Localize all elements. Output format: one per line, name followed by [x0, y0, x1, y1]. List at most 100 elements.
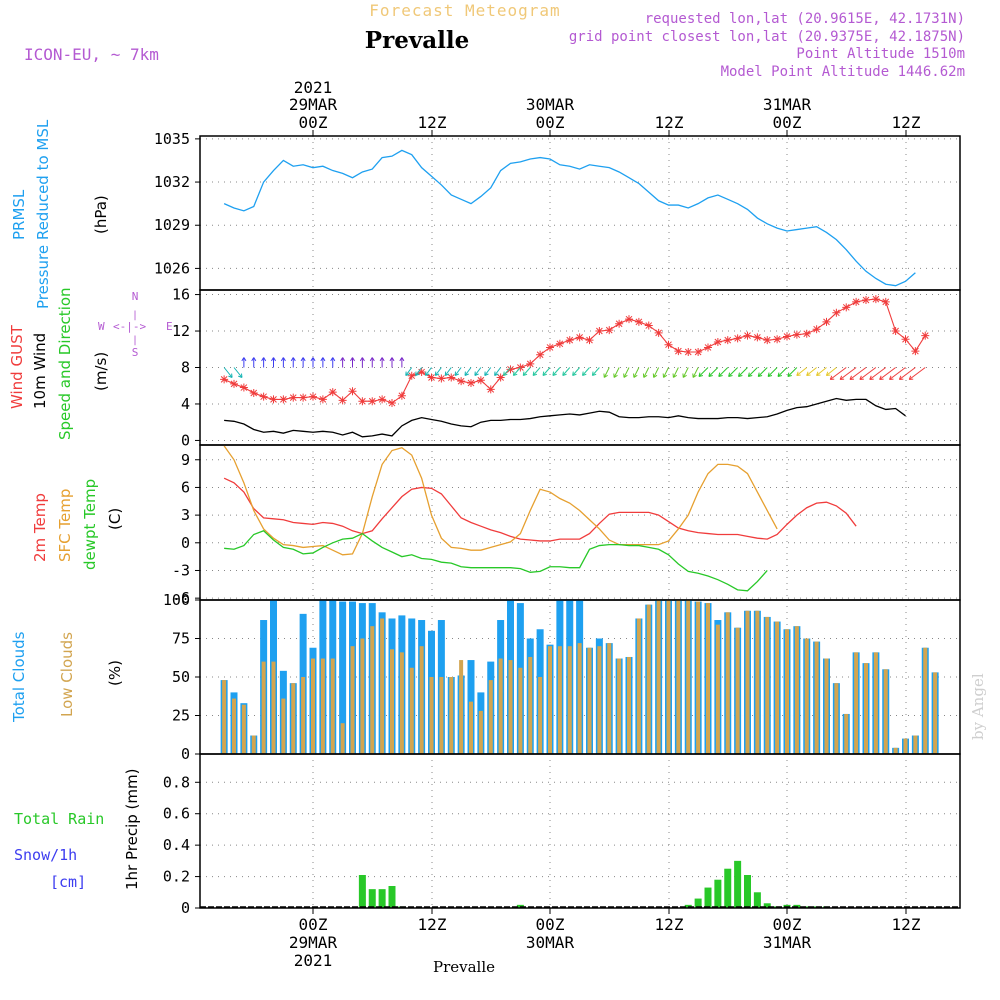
bottom-axis-tick-label: 12Z [418, 915, 447, 934]
low-cloud-bar [844, 713, 849, 754]
y-tick-label: 0 [181, 899, 190, 917]
wind-arrow [692, 367, 699, 378]
gust-marker [792, 330, 801, 339]
low-cloud-bar [686, 600, 691, 754]
gust-marker [348, 387, 357, 396]
wind-arrow [796, 367, 808, 376]
gust-marker [664, 340, 673, 349]
gust-marker [733, 334, 742, 343]
low-cloud-bar [281, 698, 286, 754]
wind-arrow [484, 367, 492, 376]
low-cloud-bar [449, 677, 454, 754]
t2m-line [223, 477, 857, 542]
low-cloud-bar [923, 647, 928, 754]
low-cloud-bar [834, 683, 839, 754]
low-cloud-bar [271, 661, 276, 754]
location-title: Prevalle [365, 27, 469, 54]
t2m-label: 2m Temp [31, 493, 49, 562]
gust-marker [565, 336, 574, 345]
low-cloud-bar [429, 677, 434, 754]
low-cloud-bar [785, 629, 789, 754]
wind-arrow-head [280, 357, 286, 362]
top-axis-tick-label: 12Z [418, 113, 447, 132]
y-tick-label: 0.2 [163, 868, 190, 886]
gust-marker [457, 377, 466, 386]
wind-arrow [908, 367, 926, 380]
low-cloud-bar [794, 626, 799, 754]
low-cloud-bar [390, 649, 394, 754]
prmsl-desc-label: Pressure Reduced to MSL [34, 119, 52, 309]
low-cloud-bar [913, 735, 918, 754]
low-cloud-bar [251, 735, 256, 754]
wind-arrow-head [642, 373, 648, 378]
low-cloud-bar [478, 710, 483, 754]
gust-line [223, 298, 926, 404]
wind-arrow [582, 367, 590, 376]
low-cloud-bar [330, 658, 335, 754]
top-axis-tick-label: 12Z [892, 113, 921, 132]
tdew-label: dewpt Temp [81, 479, 99, 570]
low-cloud-bar [597, 646, 602, 754]
wind-arrow-head [454, 371, 460, 376]
bottom-axis-tick-label: 12Z [892, 915, 921, 934]
low-cloud-bar [469, 701, 473, 754]
rain-bar [378, 889, 386, 908]
wind-arrow [879, 367, 896, 380]
wind-arrow-head [350, 357, 355, 362]
gust-marker [654, 328, 663, 337]
footer-location: Prevalle [433, 958, 495, 976]
gust-marker [555, 339, 564, 348]
wind-arrow-head [757, 372, 763, 377]
low-cloud-bar [933, 672, 938, 754]
gust-marker [753, 333, 762, 342]
wind-arrow-head [698, 372, 704, 377]
wind-arrow-head [562, 371, 567, 376]
gust-marker [526, 359, 535, 368]
gust-marker [486, 385, 495, 394]
wind-arrow [494, 367, 502, 376]
gust-marker [230, 379, 238, 388]
low-cloud-bar [775, 621, 780, 754]
top-axis-tick-label: 00Z [299, 113, 328, 132]
gust-marker [891, 327, 900, 336]
wind-arrow-head [806, 371, 811, 376]
wind-arrow-head [633, 373, 638, 378]
gust-marker [467, 379, 475, 387]
low-cloud-bar [488, 680, 493, 754]
precip-axis-label: 1hr Precip (mm) [123, 769, 141, 890]
wind-arrow-head [582, 371, 587, 376]
wind-arrow [633, 367, 640, 378]
panel-frame [199, 444, 961, 601]
rain-bar [388, 886, 396, 908]
gust-marker [397, 391, 406, 400]
low-cloud-bar [557, 646, 562, 754]
panel-frame [199, 753, 961, 909]
low-cloud-bar [528, 656, 533, 754]
gust-marker [832, 308, 841, 317]
wind-arrow [603, 367, 610, 378]
grid-point-coords: grid point closest lon,lat (20.9375E, 42… [569, 29, 965, 45]
wind-arrow-head [379, 357, 385, 362]
wind-arrow-head [359, 357, 365, 362]
gust-marker [674, 347, 683, 356]
gust-marker [763, 336, 772, 345]
gust-marker [289, 393, 298, 402]
low-cloud-bar [370, 626, 375, 754]
low-cloud-bar [439, 677, 444, 754]
wind-arrow-head [662, 373, 668, 378]
wind-arrow [522, 367, 531, 376]
wind-arrow [613, 367, 620, 378]
gust-marker [842, 303, 851, 312]
wind-arrow-head [572, 371, 577, 376]
gust-marker [704, 343, 712, 352]
low-cloud-bar [350, 646, 355, 754]
point-altitude: Point Altitude 1510m [796, 46, 965, 62]
model-altitude: Model Point Altitude 1446.62m [721, 64, 965, 80]
gust-marker [338, 396, 347, 405]
low-cloud-bar [883, 669, 888, 754]
wind-line [224, 397, 906, 438]
low-cloud-bar [804, 638, 809, 754]
wind-arrow-head [829, 375, 835, 380]
wind-arrow [889, 367, 906, 380]
